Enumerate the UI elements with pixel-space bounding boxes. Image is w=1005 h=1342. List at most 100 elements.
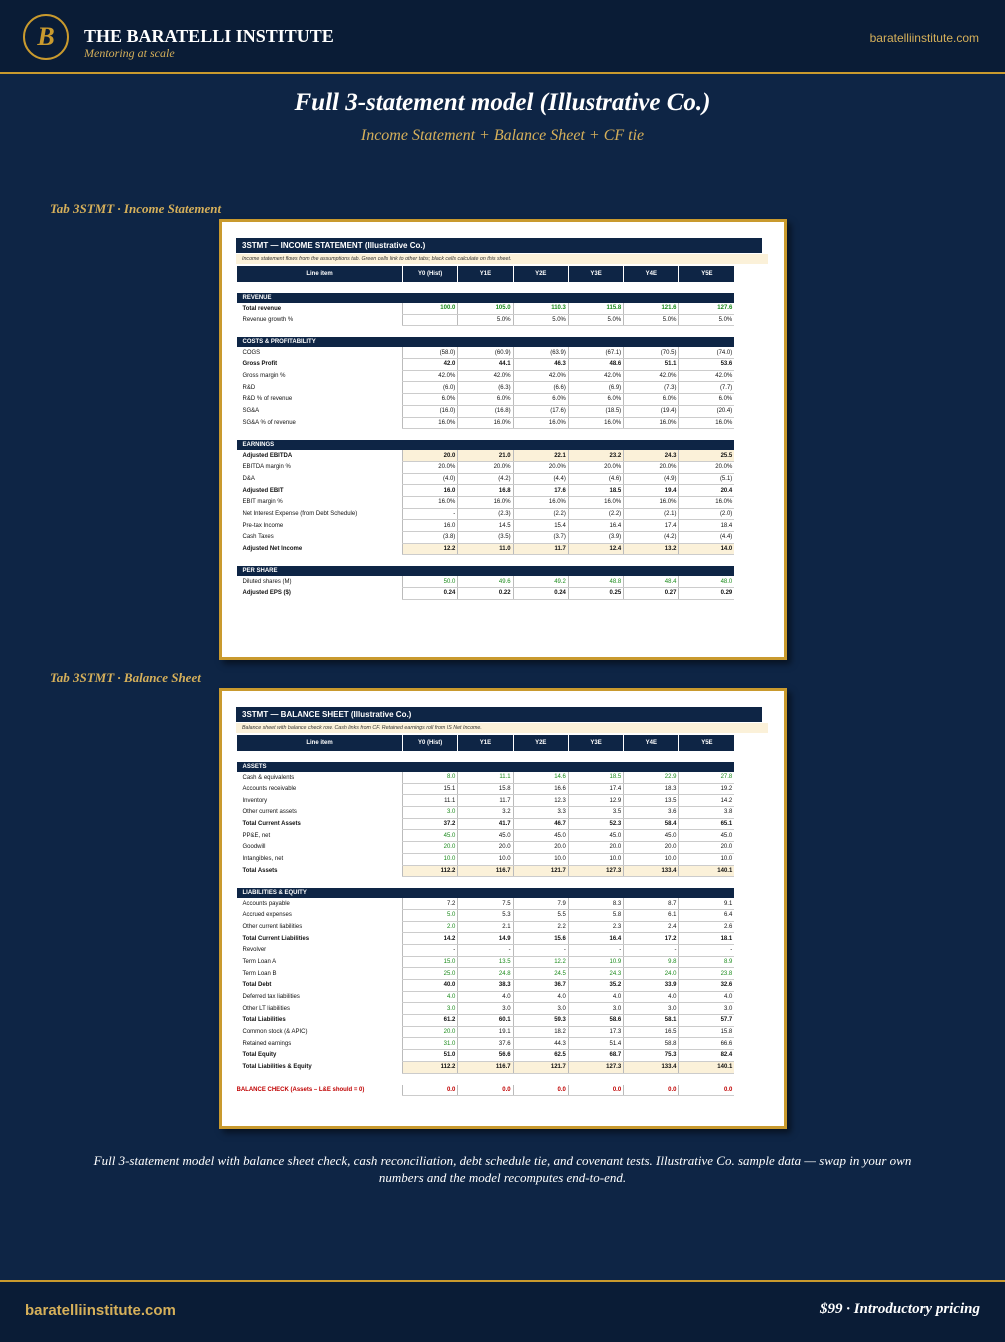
footer-site[interactable]: baratelliinstitute.com xyxy=(25,1302,176,1319)
section-title: EARNINGS xyxy=(236,440,735,451)
sheet-card: 3STMT — INCOME STATEMENT (Illustrative C… xyxy=(219,219,787,660)
value-cell: 3.0 xyxy=(623,1002,679,1016)
value-cell: (4.4) xyxy=(512,473,569,486)
value-cell: 20.0 xyxy=(401,450,458,462)
value-cell: 14.2 xyxy=(678,794,735,808)
value-cell: 13.5 xyxy=(457,956,514,969)
value-cell: 45.0 xyxy=(401,829,458,843)
site-link[interactable]: baratelliinstitute.com xyxy=(869,31,979,45)
value-cell: 51.1 xyxy=(623,358,679,371)
value-cell: 37.2 xyxy=(401,818,458,831)
value-cell: (7.7) xyxy=(678,381,735,395)
value-cell: (3.8) xyxy=(401,531,458,544)
row-label: Term Loan A xyxy=(242,958,277,965)
value-cell: 42.0% xyxy=(567,370,624,383)
value-cell: 115.8 xyxy=(567,303,624,315)
data-row: Diluted shares (M) 50.0 49.6 49.2 48.8 48.4 48… xyxy=(237,576,735,589)
row-label: Accrued expenses xyxy=(242,912,292,919)
row-label: Net Interest Expense (from Debt Schedule… xyxy=(242,510,358,517)
row-label: Total Liabilities xyxy=(242,1017,286,1024)
column-header: Y1E xyxy=(457,266,514,282)
value-cell: 11.7 xyxy=(512,543,569,556)
row-label: PP&E, net xyxy=(242,832,271,839)
value-cell: 13.2 xyxy=(623,543,679,556)
value-cell: 32.6 xyxy=(678,979,735,992)
value-cell: (4.6) xyxy=(567,473,624,486)
value-cell: 18.2 xyxy=(512,1026,569,1039)
value-cell: 0.27 xyxy=(623,587,679,600)
column-header: Line item xyxy=(236,266,403,282)
value-cell: 0.25 xyxy=(567,587,624,600)
row-label: Intangibles, net xyxy=(242,856,284,863)
row-label: Total Debt xyxy=(242,982,272,989)
spacer xyxy=(237,326,735,338)
data-row: Total revenue 100.0 105.0 110.3 115.8 121.6 12… xyxy=(237,303,735,315)
row-label: Total Liabilities & Equity xyxy=(242,1064,312,1071)
data-row: COGS (58.0) (60.9) (63.9) (67.1) (70.5) (74.0) xyxy=(237,347,735,360)
value-cell: 16.0% xyxy=(401,496,458,509)
value-cell: 6.4 xyxy=(678,909,735,922)
value-cell: 27.8 xyxy=(678,772,735,784)
value-cell: 20.0 xyxy=(678,841,735,854)
value-cell: - xyxy=(567,944,624,957)
row-label: Accounts payable xyxy=(242,900,290,907)
value-cell: 5.0% xyxy=(623,314,679,327)
value-cell: 42.0% xyxy=(678,370,735,383)
value-cell: 0.24 xyxy=(512,587,569,600)
value-cell: 9.8 xyxy=(623,956,679,969)
value-cell: 121.7 xyxy=(512,1061,569,1074)
value-cell: 19.2 xyxy=(678,783,735,796)
value-cell: 0.0 xyxy=(623,1084,679,1097)
data-row: Cash Taxes (3.8) (3.5) (3.7) (3.9) (4.2) (4.4) xyxy=(237,531,735,544)
value-cell: (20.4) xyxy=(678,405,735,418)
value-cell: 8.9 xyxy=(678,956,735,969)
sheet-title: 3STMT — BALANCE SHEET (Illustrative Co.) xyxy=(236,707,762,722)
value-cell: (4.4) xyxy=(678,531,735,544)
value-cell: 42.0% xyxy=(457,370,514,383)
section-title: PER SHARE xyxy=(236,566,735,577)
value-cell: 11.7 xyxy=(457,794,514,808)
value-cell: 3.2 xyxy=(457,806,514,819)
value-cell: 38.3 xyxy=(457,979,514,992)
data-row: Term Loan A 15.0 13.5 12.2 10.9 9.8 8.9 xyxy=(237,956,735,969)
value-cell: 0.0 xyxy=(678,1084,735,1097)
header-row: Line item Y0 (Hist) Y1E Y2E Y3E Y4E Y5E xyxy=(236,735,735,751)
value-cell: - xyxy=(623,944,679,957)
data-row: Gross Profit 42.0 44.1 46.3 48.6 51.1 53.6 xyxy=(237,358,735,371)
row-label: Diluted shares (M) xyxy=(242,578,292,585)
value-cell: 48.4 xyxy=(623,576,679,589)
value-cell: (2.2) xyxy=(512,508,569,521)
value-cell: 14.6 xyxy=(512,772,569,784)
value-cell: 10.0 xyxy=(457,853,514,866)
data-row: Revenue growth % 5.0% 5.0% 5.0% 5.0% 5.0% xyxy=(237,314,735,327)
data-row: Deferred tax liabilities 4.0 4.0 4.0 4.0 4.0 4… xyxy=(237,991,735,1004)
value-cell: 3.0 xyxy=(401,806,458,819)
data-row: Accrued expenses 5.0 5.3 5.5 5.8 6.1 6.4 xyxy=(237,909,735,922)
spacer xyxy=(237,751,735,762)
page-title: Full 3-statement model (Illustrative Co.… xyxy=(294,89,711,116)
section-row: PER SHARE xyxy=(236,566,735,577)
value-cell: 17.4 xyxy=(567,783,624,796)
value-cell: (2.1) xyxy=(623,508,679,521)
spacer xyxy=(237,555,735,567)
data-row: Total Assets 112.2 116.7 121.7 127.3 133.4 140… xyxy=(237,865,735,878)
row-label: Gross Profit xyxy=(242,361,278,368)
value-cell: 62.5 xyxy=(512,1049,569,1062)
value-cell: 37.6 xyxy=(457,1037,514,1051)
tagline: Mentoring at scale xyxy=(84,46,175,60)
value-cell: 7.2 xyxy=(401,898,458,910)
value-cell: 82.4 xyxy=(678,1049,735,1062)
section-title: REVENUE xyxy=(236,293,735,303)
value-cell: 3.0 xyxy=(401,1002,458,1016)
value-cell: 24.3 xyxy=(567,967,624,980)
value-cell: 25.0 xyxy=(401,967,458,980)
value-cell: 24.8 xyxy=(457,967,514,980)
row-label: Total Assets xyxy=(242,867,278,874)
value-cell: 45.0 xyxy=(457,829,514,843)
value-cell: (17.6) xyxy=(512,405,569,418)
row-label: Revolver xyxy=(242,947,267,954)
value-cell: 16.0% xyxy=(457,496,514,509)
value-cell: 3.5 xyxy=(567,806,624,819)
value-cell: 16.0% xyxy=(678,417,735,430)
sheet-note: Balance sheet with balance check row. Ca… xyxy=(236,723,768,733)
